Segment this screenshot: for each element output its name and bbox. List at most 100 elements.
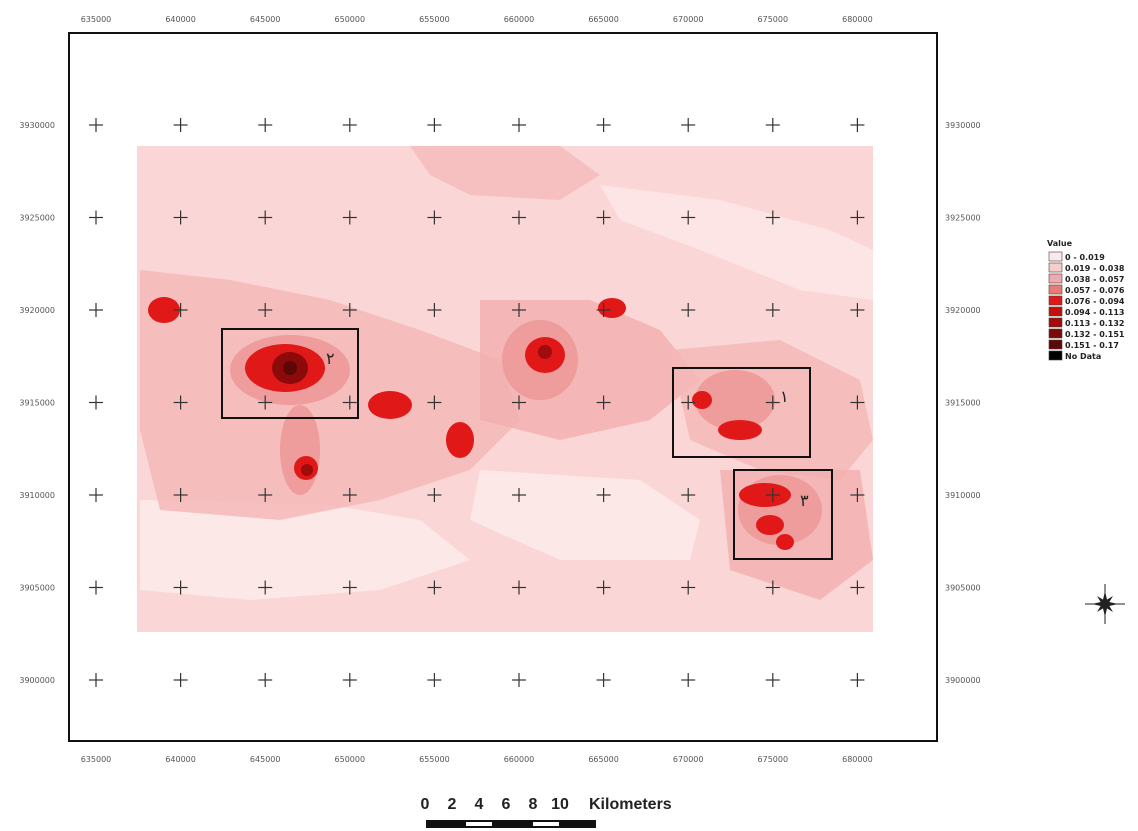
y-tick-label-left: 3900000 — [19, 676, 55, 685]
graticule-cross — [596, 488, 611, 502]
legend-item: 0 - 0.019 — [1048, 251, 1105, 262]
graticule-cross — [89, 118, 103, 132]
y-tick-label-right: 3920000 — [945, 306, 981, 315]
graticule-cross — [342, 118, 357, 132]
y-tick-label-right: 3905000 — [945, 584, 981, 593]
graticule-cross — [512, 303, 526, 317]
graticule-cross — [89, 580, 103, 595]
graticule-cross — [173, 673, 188, 687]
graticule-cross — [681, 395, 696, 410]
graticule-cross — [596, 580, 611, 595]
y-tick-label-left: 3930000 — [19, 121, 55, 130]
graticule-cross — [596, 673, 611, 687]
graticule-cross — [427, 488, 442, 502]
graticule-cross — [427, 303, 442, 317]
x-tick-label-top: 660000 — [504, 15, 535, 24]
legend-label: 0.132 - 0.151 — [1065, 330, 1125, 339]
hotspot-red — [598, 298, 626, 318]
legend-label: 0.057 - 0.076 — [1065, 286, 1125, 295]
hotspot-red — [368, 391, 412, 419]
raster-patch — [140, 500, 470, 600]
hotspot-mid — [695, 370, 775, 430]
legend-label: 0.076 - 0.094 — [1065, 297, 1125, 306]
y-tick-label-right: 3900000 — [945, 676, 981, 685]
site-label-1: ١ — [780, 387, 789, 406]
graticule — [89, 118, 865, 687]
legend-swatch — [1048, 251, 1063, 262]
y-tick-label-left: 3925000 — [19, 214, 55, 223]
hotspot-red — [756, 515, 784, 535]
graticule-cross — [427, 580, 442, 595]
graticule-cross — [258, 488, 273, 502]
legend-label: 0 - 0.019 — [1065, 253, 1105, 262]
legend-label: 0.019 - 0.038 — [1065, 264, 1125, 273]
scale-number: 10 — [551, 796, 569, 813]
graticule-cross — [173, 395, 188, 410]
hotspot-red — [692, 391, 712, 409]
scale-segment — [466, 822, 492, 826]
x-tick-label-bottom: 665000 — [588, 755, 619, 764]
y-tick-label-left: 3920000 — [19, 306, 55, 315]
legend-label: 0.113 - 0.132 — [1065, 319, 1125, 328]
scale-number: 4 — [475, 796, 484, 813]
graticule-cross — [596, 210, 611, 225]
x-tick-label-top: 640000 — [165, 15, 196, 24]
graticule-cross — [681, 580, 696, 595]
site-box-2 — [221, 328, 359, 419]
x-tick-label-top: 650000 — [335, 15, 366, 24]
legend-swatch — [1048, 339, 1063, 350]
graticule-cross — [765, 580, 780, 595]
graticule-cross — [512, 488, 526, 502]
x-tick-label-bottom: 645000 — [250, 755, 281, 764]
site-box-3 — [733, 469, 833, 560]
graticule-cross — [427, 395, 442, 410]
graticule-cross — [765, 210, 780, 225]
graticule-cross — [258, 395, 273, 410]
legend-swatch — [1048, 262, 1063, 273]
graticule-cross — [173, 118, 188, 132]
x-tick-label-bottom: 640000 — [165, 755, 196, 764]
x-tick-label-top: 670000 — [673, 15, 704, 24]
graticule-cross — [765, 118, 780, 132]
graticule-cross — [89, 210, 103, 225]
graticule-cross — [342, 395, 357, 410]
legend-swatch — [1048, 273, 1063, 284]
graticule-cross — [765, 673, 780, 687]
graticule-cross — [258, 580, 273, 595]
legend-item: 0.019 - 0.038 — [1048, 262, 1125, 273]
graticule-cross — [342, 488, 357, 502]
legend-item: 0.113 - 0.132 — [1048, 317, 1125, 328]
graticule-cross — [850, 210, 865, 225]
graticule-cross — [89, 673, 103, 687]
graticule-cross — [427, 118, 442, 132]
graticule-cross — [681, 118, 696, 132]
hotspot-dark — [301, 464, 313, 476]
legend-item: 0.057 - 0.076 — [1048, 284, 1125, 295]
legend-item: 0.132 - 0.151 — [1048, 328, 1125, 339]
graticule-cross — [681, 303, 696, 317]
graticule-cross — [596, 303, 611, 317]
x-tick-label-bottom: 660000 — [504, 755, 535, 764]
raster-patch — [600, 185, 873, 300]
graticule-cross — [89, 395, 103, 410]
raster-patch — [470, 470, 700, 560]
coordinate-ticks: 635000 635000 640000 640000 645000 645000 6500… — [19, 15, 980, 764]
graticule-cross — [850, 580, 865, 595]
y-tick-label-right: 3930000 — [945, 121, 981, 130]
legend-swatch — [1048, 306, 1063, 317]
graticule-cross — [512, 118, 526, 132]
graticule-cross — [173, 580, 188, 595]
y-tick-label-left: 3910000 — [19, 491, 55, 500]
graticule-cross — [765, 395, 780, 410]
hotspot-red — [718, 420, 762, 440]
legend-label: 0.038 - 0.057 — [1065, 275, 1125, 284]
legend-swatch — [1048, 284, 1063, 295]
x-tick-label-top: 655000 — [419, 15, 450, 24]
x-tick-label-bottom: 650000 — [335, 755, 366, 764]
scale-number: 8 — [529, 796, 538, 813]
hotspot-red — [776, 534, 794, 550]
hotspot-dark — [538, 345, 552, 359]
legend: Value 0 - 0.019 0.019 - 0.038 0.038 - 0.05… — [1047, 239, 1125, 361]
y-tick-label-left: 3905000 — [19, 584, 55, 593]
